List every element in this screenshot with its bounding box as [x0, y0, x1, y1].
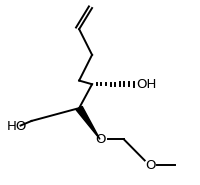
Polygon shape [76, 106, 100, 139]
Text: O: O [95, 133, 105, 146]
Text: O: O [145, 159, 156, 171]
Text: OH: OH [137, 78, 157, 91]
Text: HO: HO [7, 120, 27, 133]
